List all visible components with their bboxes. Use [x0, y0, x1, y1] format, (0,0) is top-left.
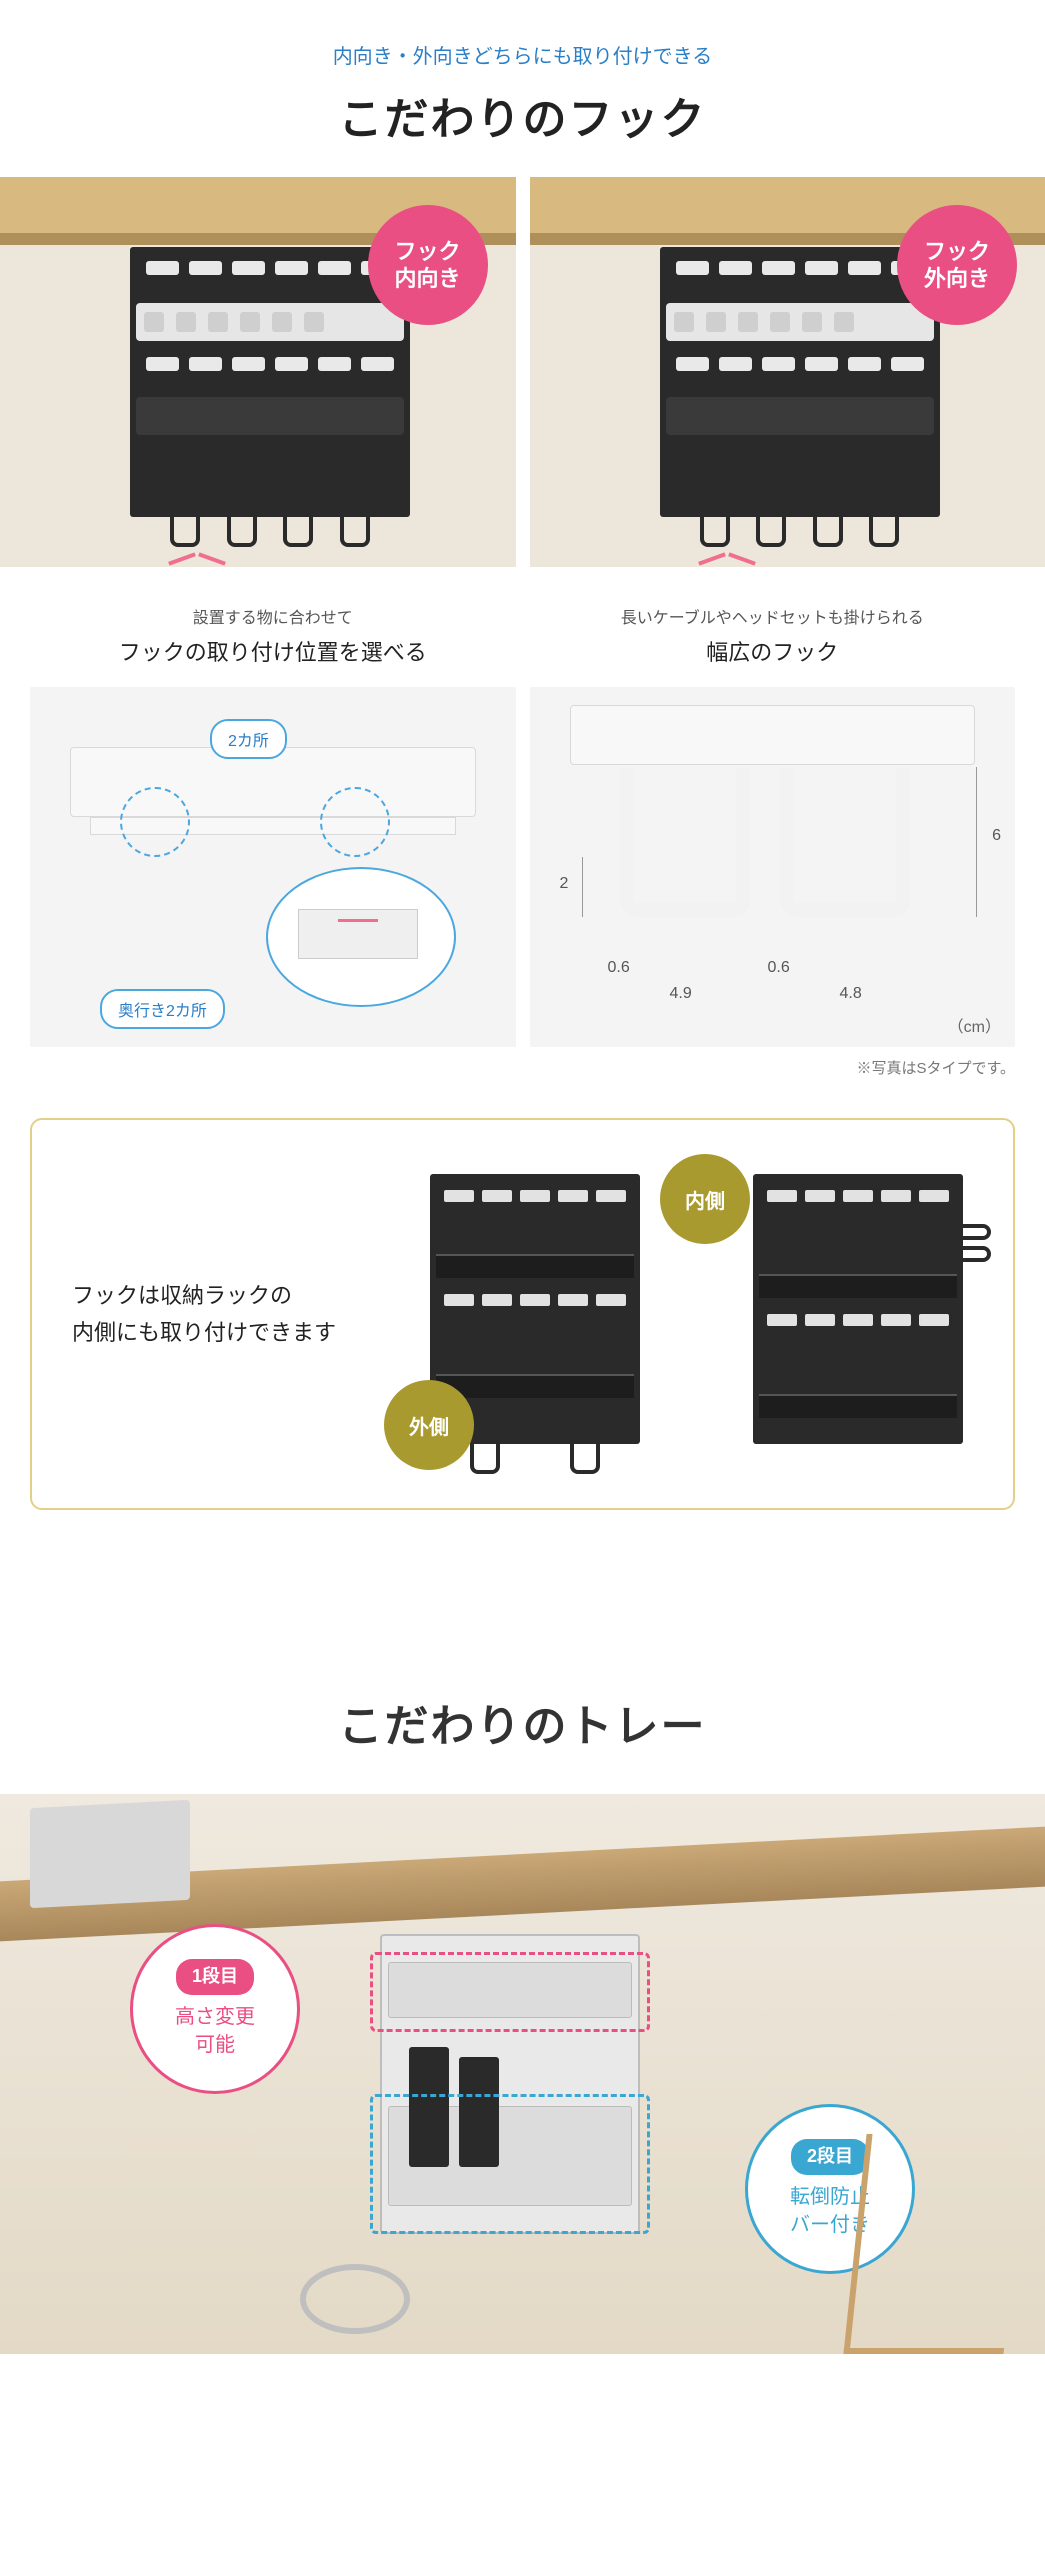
pill-label-bottom: 奥行き2カ所 [100, 989, 225, 1029]
detail-caption-main: フックの取り付け位置を選べる [30, 635, 516, 667]
badge-line: 外向き [924, 265, 990, 293]
wide-hook-illustration [620, 767, 750, 917]
hook-info-box: フックは収納ラックの 内側にも取り付けできます 外側 [30, 1118, 1015, 1510]
router-box [666, 397, 934, 435]
unit-label: （cm） [948, 1013, 1001, 1037]
callout-text: 可能 [195, 2031, 235, 2059]
hook-icon [340, 517, 370, 547]
zoom-inset [266, 867, 456, 1007]
power-strip [666, 303, 934, 341]
dim-value: 6 [992, 827, 1001, 845]
hook-icon [756, 517, 786, 547]
badge-line: フック [394, 238, 460, 266]
rack-illustration [660, 247, 940, 517]
accent-mark [698, 552, 726, 565]
hook-detail-left: 設置する物に合わせて フックの取り付け位置を選べる 2カ所 奥行き2カ所 [30, 607, 516, 1047]
badge-outside: 外側 [384, 1380, 474, 1470]
callout-chip: 2段目 [791, 2139, 869, 2174]
hook-icon [227, 517, 257, 547]
detail-caption-small: 長いケーブルやヘッドセットも掛けられる [530, 607, 1016, 631]
hook-detail-row: 設置する物に合わせて フックの取り付け位置を選べる 2カ所 奥行き2カ所 長いケ… [0, 567, 1045, 1047]
rack-inside [753, 1174, 963, 1444]
highlight-circle [120, 787, 190, 857]
highlight-box-tier1 [370, 1952, 650, 2032]
pill-label-top: 2カ所 [210, 719, 287, 759]
hook-icon [283, 517, 313, 547]
info-text-line: 内側にも取り付けできます [72, 1320, 336, 1345]
accent-mark [168, 552, 196, 565]
highlight-circle [320, 787, 390, 857]
wide-hook-illustration [780, 767, 910, 917]
tray-heading: こだわりのトレー [0, 1690, 1045, 1754]
highlight-box-tier2 [370, 2094, 650, 2234]
bottom-hooks [700, 517, 900, 547]
hook-detail-right: 長いケーブルやヘッドセットも掛けられる 幅広のフック 6 2 0.6 4.9 0… [530, 607, 1016, 1047]
dim-value: 0.6 [768, 959, 790, 977]
hook-icon [170, 517, 200, 547]
cable-coil-icon [300, 2264, 410, 2334]
hook-heading: こだわりのフック [20, 83, 1025, 147]
shelf-illustration [570, 705, 976, 765]
bottom-hooks [170, 517, 370, 547]
badge-line: フック [924, 238, 990, 266]
dim-value: 2 [560, 875, 569, 893]
hook-icon [813, 517, 843, 547]
badge-inside: 内側 [660, 1154, 750, 1244]
tray-section: こだわりのトレー 1段目 高さ変更 可能 2段目 転倒防止 バー付き [0, 1570, 1045, 2354]
dim-line [976, 767, 977, 917]
hook-badge-outward: フック 外向き [897, 205, 1017, 325]
rack-illustration [130, 247, 410, 517]
hook-photo-inward: フック 内向き [0, 177, 516, 567]
arrow-icon [338, 919, 378, 922]
info-text: フックは収納ラックの 内側にも取り付けできます [72, 1277, 362, 1352]
detail-caption-main: 幅広のフック [530, 635, 1016, 667]
detail-image-positions: 2カ所 奥行き2カ所 [30, 687, 516, 1047]
laptop-icon [30, 1800, 190, 1908]
hook-icon [869, 517, 899, 547]
hook-icon [963, 1224, 991, 1240]
dim-value: 4.8 [840, 985, 862, 1003]
callout-tier1: 1段目 高さ変更 可能 [130, 1924, 300, 2094]
hook-badge-inward: フック 内向き [368, 205, 488, 325]
hook-icon [470, 1444, 500, 1474]
inset-part [298, 909, 418, 959]
badge-line: 内向き [394, 265, 460, 293]
info-text-line: フックは収納ラックの [72, 1283, 292, 1308]
info-illustration: 外側 内側 [390, 1164, 973, 1464]
dim-value: 0.6 [608, 959, 630, 977]
router-box [136, 397, 404, 435]
power-strip [136, 303, 404, 341]
detail-image-dimensions: 6 2 0.6 4.9 0.6 4.8 （cm） [530, 687, 1016, 1047]
chair-icon [843, 2134, 1026, 2354]
tray-hero: 1段目 高さ変更 可能 2段目 転倒防止 バー付き [0, 1794, 1045, 2354]
hook-photo-outward: フック 外向き [530, 177, 1045, 567]
accent-mark [728, 552, 756, 565]
hook-icon [570, 1444, 600, 1474]
footnote: ※写真はSタイプです。 [0, 1047, 1045, 1078]
hook-icon [700, 517, 730, 547]
dim-line [582, 857, 583, 917]
callout-chip: 1段目 [176, 1959, 254, 1994]
callout-text: 高さ変更 [175, 2003, 255, 2031]
detail-caption-small: 設置する物に合わせて [30, 607, 516, 631]
hook-photo-row: フック 内向き [0, 177, 1045, 567]
accent-mark [198, 552, 226, 565]
hook-icon [963, 1246, 991, 1262]
hook-header: 内向き・外向きどちらにも取り付けできる こだわりのフック [0, 0, 1045, 177]
hook-section: 内向き・外向きどちらにも取り付けできる こだわりのフック [0, 0, 1045, 1510]
dim-value: 4.9 [670, 985, 692, 1003]
hook-subheading: 内向き・外向きどちらにも取り付けできる [20, 40, 1025, 69]
